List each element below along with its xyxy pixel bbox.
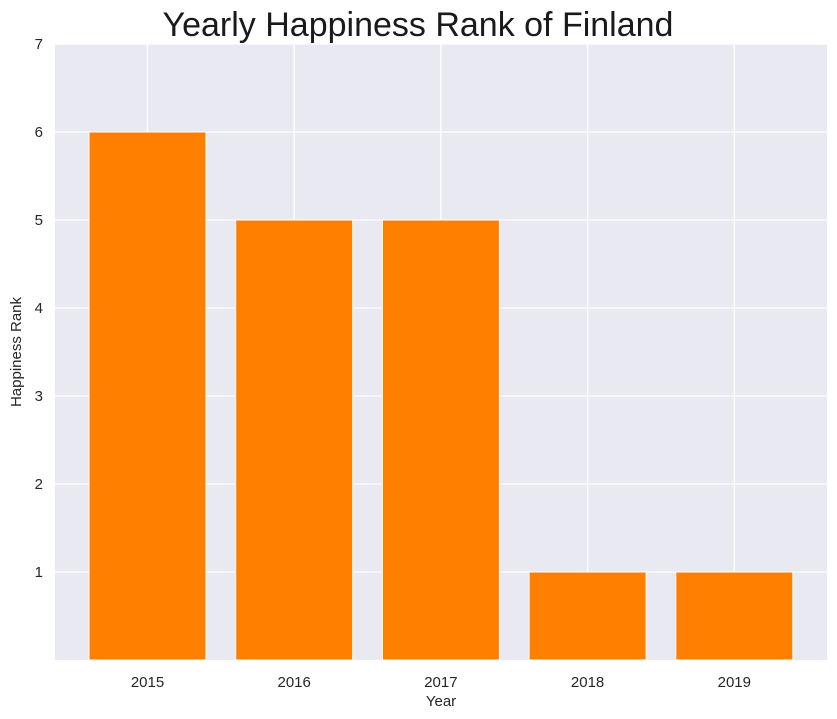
y-tick-label: 7: [35, 36, 43, 53]
bar-2019: [675, 571, 794, 661]
y-tick-label: 3: [35, 388, 43, 405]
x-tick-label: 2018: [571, 674, 604, 691]
y-tick-labels: 1 2 3 4 5 6 7: [35, 36, 43, 581]
bar-2016: [235, 219, 354, 661]
y-axis-label: Happiness Rank: [8, 296, 25, 407]
x-tick-label: 2017: [424, 674, 457, 691]
x-tick-labels: 2015 2016 2017 2018 2019: [131, 674, 751, 691]
bars: [88, 131, 794, 661]
x-tick-label: 2019: [718, 674, 751, 691]
y-tick-label: 4: [35, 300, 43, 317]
bar-2017: [381, 219, 500, 661]
y-tick-label: 6: [35, 124, 43, 141]
x-tick-label: 2016: [278, 674, 311, 691]
bar-2018: [528, 571, 647, 661]
y-tick-label: 2: [35, 476, 43, 493]
bar-2015: [88, 131, 207, 661]
chart-title: Yearly Happiness Rank of Finland: [163, 6, 674, 44]
x-tick-label: 2015: [131, 674, 164, 691]
y-tick-label: 1: [35, 564, 43, 581]
x-axis-label: Year: [426, 693, 456, 710]
y-tick-label: 5: [35, 212, 43, 229]
